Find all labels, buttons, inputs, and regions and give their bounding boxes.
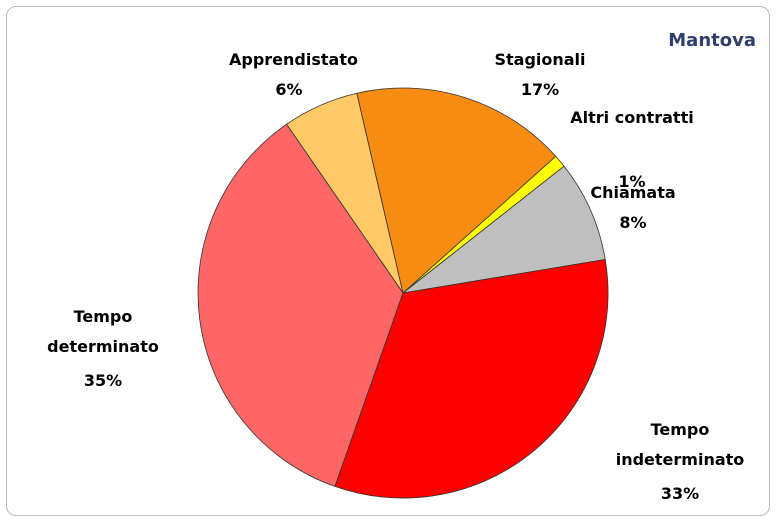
slice-value-label: 33%: [660, 484, 700, 503]
slice-label: Tempo indeterminato: [615, 420, 745, 469]
slice-label: Chiamata: [590, 183, 676, 202]
chart-frame: [6, 6, 770, 516]
slice-label: Apprendistato: [229, 50, 358, 69]
pie-slice: [356, 87, 557, 294]
slice-value-label: 35%: [83, 371, 123, 390]
slice-value-label: 1%: [618, 172, 646, 191]
pie-slice: [334, 259, 609, 499]
slice-value-label: 8%: [619, 213, 647, 232]
chart-title: Mantova: [668, 30, 756, 51]
pie-slice: [197, 123, 404, 487]
slice-value-label: 17%: [520, 80, 560, 99]
slice-label: Stagionali: [494, 50, 586, 69]
slice-label: Altri contratti: [570, 108, 694, 127]
slice-value-label: 6%: [275, 80, 303, 99]
pie-slice: [402, 165, 606, 294]
slice-label: Tempo determinato: [47, 307, 159, 356]
